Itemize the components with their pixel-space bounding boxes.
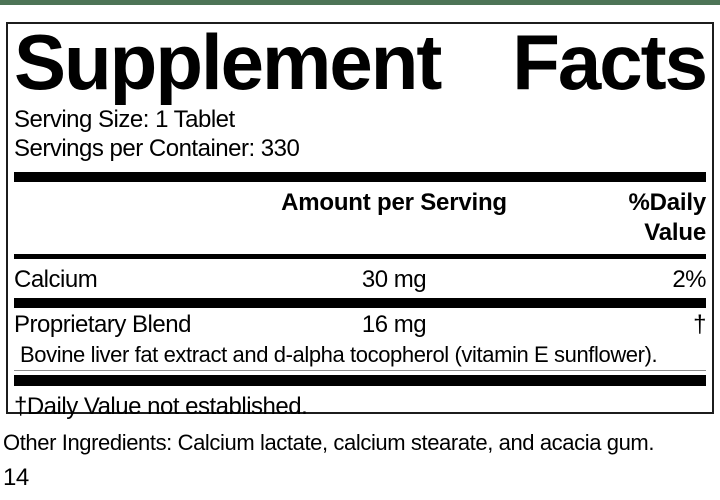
nutrient-daily-value-dagger: † [693, 311, 706, 338]
nutrient-name: Proprietary Blend [14, 311, 191, 338]
header-amount-per-serving: Amount per Serving [281, 189, 507, 216]
separator-hairline [14, 370, 706, 371]
table-header-row: Amount per Serving %Daily Value [14, 188, 706, 248]
page-number: 14 [3, 464, 29, 491]
nutrient-amount: 30 mg [361, 266, 427, 293]
table-row-proprietary-blend: Proprietary Blend 16 mg † [14, 310, 707, 340]
servings-per-container-line: Servings per Container: 330 [14, 135, 300, 162]
daily-value-footnote: †Daily Value not established. [14, 393, 308, 420]
header-daily-value: %Daily Value [628, 189, 706, 246]
nutrient-amount: 16 mg [361, 311, 427, 338]
other-ingredients-line: Other Ingredients: Calcium lactate, calc… [3, 430, 655, 455]
nutrient-daily-value: 2% [672, 266, 706, 293]
proprietary-blend-description: Bovine liver fat extract and d-alpha toc… [20, 342, 658, 367]
top-green-bar [0, 0, 720, 5]
separator-thick-bottom [14, 375, 706, 386]
panel-title: Supplement Facts [14, 18, 708, 106]
table-row-calcium: Calcium 30 mg 2% [14, 265, 707, 295]
panel-title-word-facts: Facts [512, 18, 708, 106]
serving-size-line: Serving Size: 1 Tablet [14, 106, 235, 133]
panel-title-word-supplement: Supplement [14, 18, 442, 106]
nutrient-name: Calcium [14, 266, 98, 293]
separator-thick-top [14, 172, 706, 182]
separator-thick-middle [14, 298, 706, 308]
supplement-facts-panel: Supplement Facts Serving Size: 1 Tablet … [6, 18, 714, 420]
separator-medium-under-header [14, 254, 706, 259]
